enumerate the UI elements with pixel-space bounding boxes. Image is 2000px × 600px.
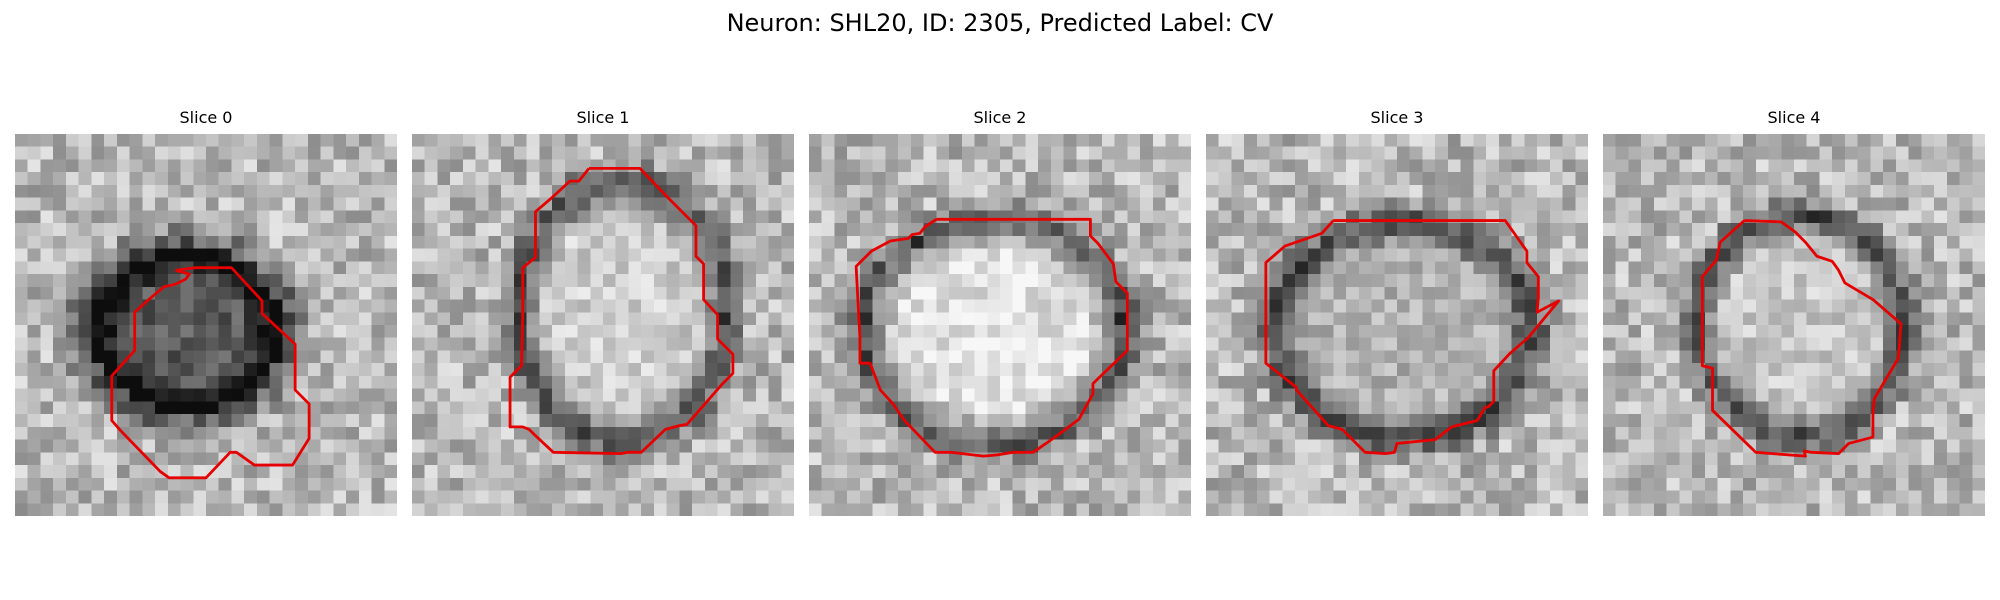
slice-panel-2: Slice 2 [809,108,1191,516]
segmentation-contour [1700,219,1903,458]
slice-image [412,134,794,516]
segmentation-contour [508,166,735,456]
pixel-grid [809,134,1191,516]
slice-panel-0: Slice 0 [15,108,397,516]
segmentation-contour [854,217,1129,458]
slice-title: Slice 2 [973,108,1027,127]
pixel-grid [1206,134,1588,516]
pixel-grid [1603,134,1985,516]
slice-image [1603,134,1985,516]
slice-panel-4: Slice 4 [1603,108,1985,516]
slice-title: Slice 1 [576,108,630,127]
slice-panel-3: Slice 3 [1206,108,1588,516]
slice-image [809,134,1191,516]
slice-image [15,134,397,516]
slice-image [1206,134,1588,516]
figure-title: Neuron: SHL20, ID: 2305, Predicted Label… [726,9,1274,37]
slice-panel-1: Slice 1 [412,108,794,516]
segmentation-contour [110,266,311,480]
slice-title: Slice 0 [179,108,233,127]
slice-title: Slice 3 [1370,108,1424,127]
pixel-grid [15,134,397,516]
pixel-grid [412,134,794,516]
slice-title: Slice 4 [1767,108,1821,127]
segmentation-contour [1264,219,1561,456]
